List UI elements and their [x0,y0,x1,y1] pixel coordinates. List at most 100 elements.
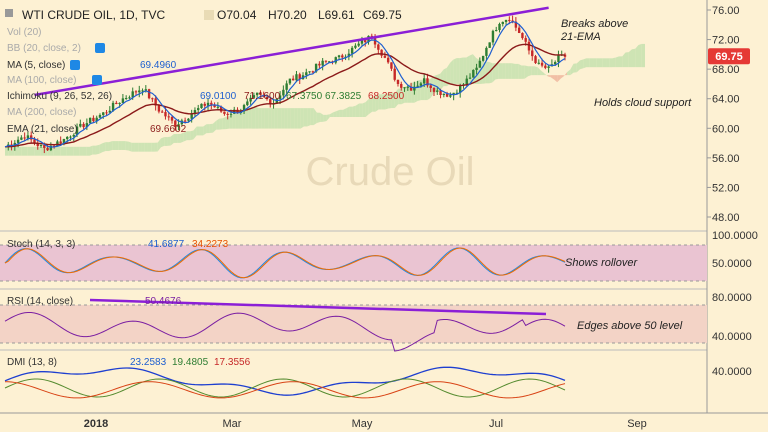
eye-icon[interactable] [70,60,80,70]
cloud-segment [365,98,369,117]
cloud-segment [372,96,376,112]
candle-body [436,90,439,92]
collapse-icon[interactable] [5,9,13,17]
cloud-segment [24,146,28,156]
candle-body [347,53,351,57]
cloud-segment [63,146,67,156]
cloud-segment [515,63,519,79]
candle-body [426,78,429,86]
resistance-trendline[interactable] [34,6,549,97]
settings-icon[interactable] [204,10,214,20]
dmi-minus-line [4,381,566,399]
cloud-segment [144,142,148,152]
cloud-segment [183,131,187,142]
cloud-segment [563,72,568,77]
candle-body [102,112,105,116]
stoch-label: Stoch (14, 3, 3) [7,239,75,250]
candle-body [144,89,148,91]
candle-body [360,40,364,44]
candle-body [138,90,141,93]
cloud-segment [576,60,581,73]
rsi-tick-40: 40.0000 [712,331,752,343]
candle-body [321,60,324,66]
cloud-segment [30,146,35,156]
candle-body [377,44,380,50]
eye-icon[interactable] [92,75,102,85]
cloud-segment [404,86,408,103]
candle-body [422,78,426,84]
cloud-segment [251,106,256,129]
candle-body [465,78,468,85]
cloud-segment [430,75,434,98]
cloud-segment [459,57,464,84]
candle-body [288,78,292,84]
cloud-segment [554,75,558,83]
ema21-line [4,43,566,148]
candle-body [134,91,138,93]
cloud-segment [394,88,399,109]
ma200-label: MA (200, close) [7,107,76,118]
candle-body [36,142,39,146]
candle-body [350,47,354,54]
cloud-segment [209,123,213,133]
candle-body [157,105,161,112]
cloud-segment [271,108,275,129]
candle-body [337,55,341,58]
candle-body [380,49,383,56]
cloud-segment [112,141,116,150]
candle-body [242,105,246,112]
candle-body [177,124,180,128]
cloud-segment [66,146,70,156]
candle-body [468,77,472,79]
candle-body [328,61,331,63]
candle-body [472,69,475,78]
candle-body [475,67,478,70]
candle-body [390,62,393,69]
candle-body [498,23,501,31]
candle-body [295,74,298,81]
cloud-segment [606,58,610,68]
ema21-value: 69.6602 [150,124,187,135]
candle-body [121,98,125,103]
cloud-segment [326,114,330,121]
candle-body [508,19,511,21]
bb-label: BB (20, close, 2) [7,43,81,54]
cloud-segment [118,141,122,150]
candle-body [413,86,416,91]
candle-body [481,55,485,61]
cloud-segment [398,88,402,105]
price-tick-label: 60.00 [712,123,740,135]
candle-body [393,68,396,80]
candle-body [164,112,167,117]
cloud-segment [307,108,311,127]
cloud-segment [310,108,314,126]
cloud-segment [138,142,142,152]
eye-icon[interactable] [95,43,105,53]
cloud-segment [229,114,233,129]
cloud-segment [95,144,100,155]
ichimoku-value-3: 67.3750 [286,91,323,102]
ichimoku-value-4: 67.3825 [325,91,362,102]
cloud-segment [121,141,126,150]
candle-body [233,109,236,114]
candle-body [488,42,491,48]
candle-body [478,60,482,68]
cloud-segment [79,146,83,156]
stoch-lines [4,247,566,279]
cloud-segment [531,66,535,76]
cloud-segment [290,108,295,129]
stoch-d-value: 34.2273 [192,239,229,250]
candle-body [531,50,534,57]
cloud-segment [352,105,356,117]
cloud-segment [303,108,308,127]
ichimoku-value-2: 71.1600 [244,91,281,102]
rsi-trendline[interactable] [89,298,547,316]
watermark: Crude Oil [306,150,475,194]
candle-body [95,117,98,122]
cloud-segment [199,126,204,136]
cloud-segment [193,126,197,140]
cloud-segment [336,109,340,118]
cloud-segment [355,103,360,117]
cloud-segment [284,108,288,129]
candle-body [33,139,36,143]
